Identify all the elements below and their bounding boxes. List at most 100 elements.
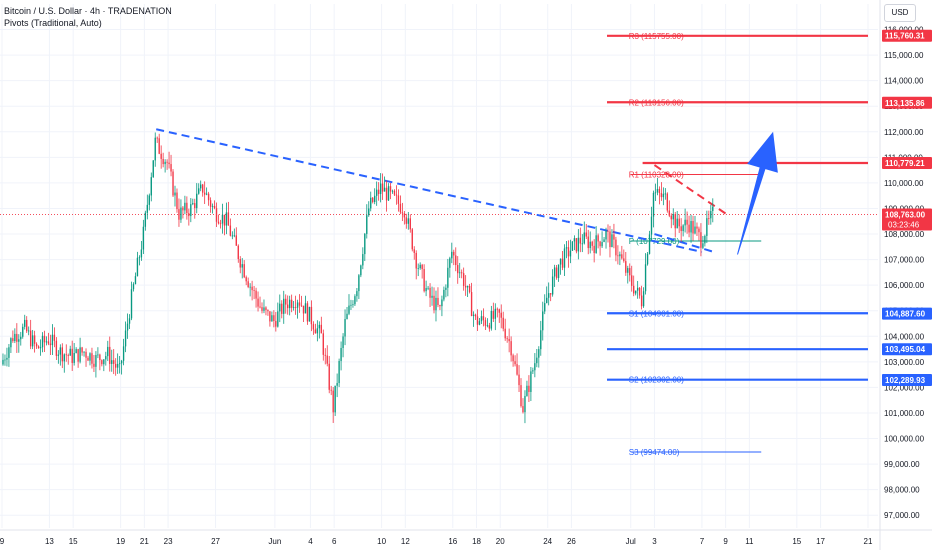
candle-body [142, 226, 145, 250]
price-tick-label: 99,000.00 [884, 460, 920, 469]
candle-body [275, 321, 277, 327]
time-tick-label: 3 [652, 537, 657, 546]
axis-tag-s1-text: 104,887.60 [885, 310, 926, 319]
candle-body [451, 251, 453, 259]
candle-body [261, 307, 263, 311]
time-tick-label: 6 [332, 537, 337, 546]
time-tick-label: 11 [745, 537, 754, 546]
candle-body [569, 250, 572, 257]
candle-body [375, 189, 378, 196]
candle-body [522, 406, 524, 413]
candle-body [267, 310, 269, 312]
candle-body [4, 359, 6, 361]
candle-body [241, 264, 243, 268]
candle-body [589, 241, 591, 249]
candle-body [27, 330, 30, 332]
candle-body [211, 205, 214, 207]
candle-body [459, 272, 461, 274]
candle-body [678, 218, 680, 227]
candle-body [14, 333, 16, 342]
candle-body [45, 341, 48, 343]
candle-body [247, 281, 249, 287]
time-tick-label: 23 [164, 537, 173, 546]
candle-body [118, 363, 121, 365]
candle-body [203, 192, 206, 195]
candle-body [399, 203, 402, 213]
time-tick-label: 4 [308, 537, 313, 546]
time-tick-label: 9 [723, 537, 728, 546]
time-tick-label: 20 [496, 537, 505, 546]
candle-body [61, 347, 63, 362]
candle-body [486, 325, 489, 327]
candle-body [368, 208, 370, 216]
candle-body [190, 204, 192, 217]
trendline [654, 233, 715, 253]
candle-body [308, 306, 311, 322]
candle-body [385, 187, 388, 201]
currency-button[interactable]: USD [884, 4, 916, 22]
axis-tag-s2 [882, 374, 932, 387]
candle-body [605, 230, 607, 240]
candle-body [599, 241, 601, 247]
candle-body [518, 374, 520, 386]
candle-body [623, 258, 625, 262]
up-arrow [737, 131, 778, 255]
candle-body [158, 138, 160, 154]
candle-body [354, 296, 356, 305]
candle-body [279, 303, 281, 312]
candle-body [116, 363, 119, 368]
candle-body [710, 211, 712, 219]
candle-body [559, 258, 562, 265]
candle-body [83, 351, 85, 353]
candle-body [243, 264, 245, 278]
candle-body [652, 192, 655, 217]
candle-body [650, 216, 653, 235]
candle-body [294, 306, 297, 308]
candle-body [24, 319, 26, 327]
candle-body [352, 304, 354, 306]
candle-body [383, 187, 386, 192]
candle-body [474, 314, 477, 317]
candle-body [585, 232, 587, 237]
candle-body [634, 290, 637, 294]
candle-body [140, 249, 143, 258]
price-tick-label: 110,000.00 [884, 179, 924, 188]
candle-body [53, 334, 56, 341]
price-tick-label: 97,000.00 [884, 511, 920, 520]
candle-body [71, 348, 73, 363]
candle-body [348, 305, 350, 314]
trendlines [155, 128, 727, 253]
candle-body [97, 354, 99, 356]
candle-body [26, 319, 28, 332]
candle-body [101, 360, 103, 365]
candle-body [492, 311, 495, 319]
candle-body [640, 295, 643, 307]
candle-body [91, 353, 93, 364]
candle-body [633, 285, 635, 294]
candle-body [597, 235, 599, 242]
candle-body [176, 192, 178, 210]
candle-body [314, 329, 317, 334]
candle-body [688, 224, 690, 233]
candle-body [334, 385, 336, 413]
candle-body [170, 164, 172, 172]
candle-body [538, 349, 540, 358]
candle-body [676, 218, 678, 229]
candle-body [506, 338, 508, 340]
candle-body [397, 195, 400, 204]
price-tick-label: 108,000.00 [884, 230, 925, 239]
candle-body [441, 299, 443, 307]
candle-body [77, 349, 79, 362]
candle-body [18, 339, 20, 342]
candle-body [194, 203, 196, 209]
candle-body [188, 213, 190, 217]
candle-body [526, 385, 528, 396]
candle-body [296, 302, 299, 308]
candle-body [591, 241, 593, 246]
time-tick-label: 21 [864, 537, 873, 546]
candle-body [706, 218, 708, 236]
candle-body [480, 316, 483, 322]
candle-body [168, 162, 170, 165]
